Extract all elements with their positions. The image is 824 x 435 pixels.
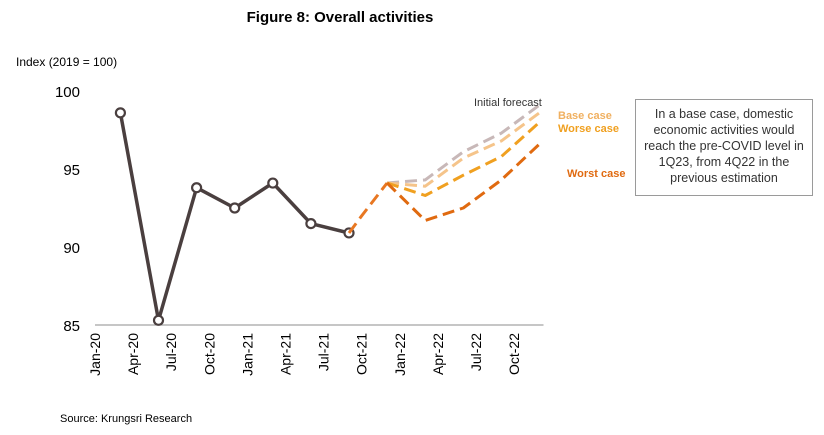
y-tick-label: 85 (63, 318, 80, 335)
x-tick-label: Jul-21 (316, 333, 332, 371)
y-axis-label: Index (2019 = 100) (16, 55, 118, 69)
x-tick-label: Apr-21 (278, 333, 294, 375)
x-tick-label: Jan-21 (239, 333, 255, 376)
series-label: Base case (558, 110, 612, 122)
series-1-line (347, 182, 389, 234)
annotation-box: In a base case, domestic economic activi… (635, 99, 813, 196)
y-tick-label: 95 (63, 162, 80, 179)
series-label: Initial forecast (474, 97, 542, 109)
worst-case-line (386, 142, 541, 222)
worse-case-line (386, 121, 541, 197)
data-point-marker (191, 182, 203, 194)
source-note: Source: Krungsri Research (60, 413, 193, 425)
series-label: Worst case (567, 168, 626, 180)
y-tick-label: 100 (55, 84, 80, 101)
data-point-marker (229, 202, 241, 214)
x-tick-label: Oct-20 (201, 333, 217, 375)
data-point-marker (152, 314, 165, 326)
x-tick-label: Jan-22 (392, 333, 408, 376)
x-tick-label: Oct-22 (506, 333, 522, 375)
x-tick-label: Jul-22 (468, 333, 484, 371)
initial-forecast-line (386, 103, 541, 185)
x-tick-label: Apr-22 (430, 333, 446, 375)
data-point-marker (267, 177, 279, 189)
base-case-line (386, 111, 541, 188)
series-label: Worse case (558, 123, 619, 135)
x-tick-label: Oct-21 (354, 333, 370, 375)
x-tick-label: Apr-20 (125, 333, 141, 375)
y-tick-label: 90 (63, 240, 80, 257)
data-point-marker (114, 107, 127, 119)
series-0-line (118, 112, 350, 323)
data-point-marker (305, 218, 317, 230)
x-tick-label: Jan-20 (87, 333, 103, 376)
chart-title: Figure 8: Overall activities (246, 9, 434, 26)
x-tick-label: Jul-20 (163, 333, 179, 371)
